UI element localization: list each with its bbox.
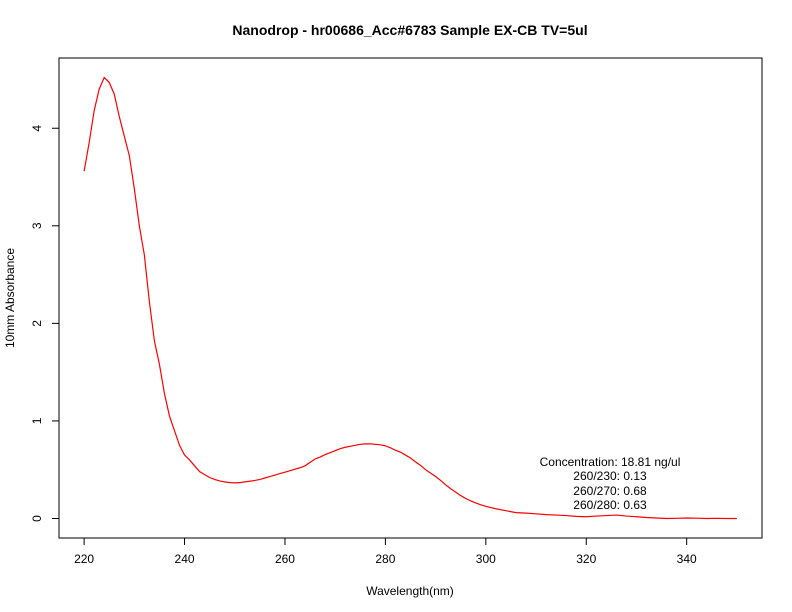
absorbance-series-line: [83, 76, 737, 520]
y-axis: 0 1 2 3 4: [30, 125, 60, 522]
x-axis-label: Wavelength(nm): [366, 584, 454, 598]
x-axis: 220 240 260 280 300 320 340: [74, 537, 697, 566]
y-tick-label: 2: [30, 320, 44, 327]
ratio-260-230-text: 260/230: 0.13: [573, 469, 647, 483]
x-tick-label: 260: [275, 552, 295, 566]
concentration-text: Concentration: 18.81 ng/ul: [540, 455, 681, 469]
x-tick-label: 320: [576, 552, 596, 566]
ratio-260-280-text: 260/280: 0.63: [573, 498, 647, 512]
y-tick-label: 4: [30, 125, 44, 132]
stats-annotation: Concentration: 18.81 ng/ul 260/230: 0.13…: [540, 455, 681, 512]
x-tick-label: 280: [375, 552, 395, 566]
x-tick-label: 240: [175, 552, 195, 566]
ratio-260-270-text: 260/270: 0.68: [573, 484, 647, 498]
x-tick-label: 220: [74, 552, 94, 566]
y-axis-label: 10mm Absorbance: [3, 248, 17, 348]
x-tick-label: 340: [677, 552, 697, 566]
x-tick-label: 300: [476, 552, 496, 566]
chart-title: Nanodrop - hr00686_Acc#6783 Sample EX-CB…: [232, 22, 587, 38]
y-tick-label: 0: [30, 515, 44, 522]
y-tick-label: 1: [30, 417, 44, 424]
y-tick-label: 3: [30, 222, 44, 229]
